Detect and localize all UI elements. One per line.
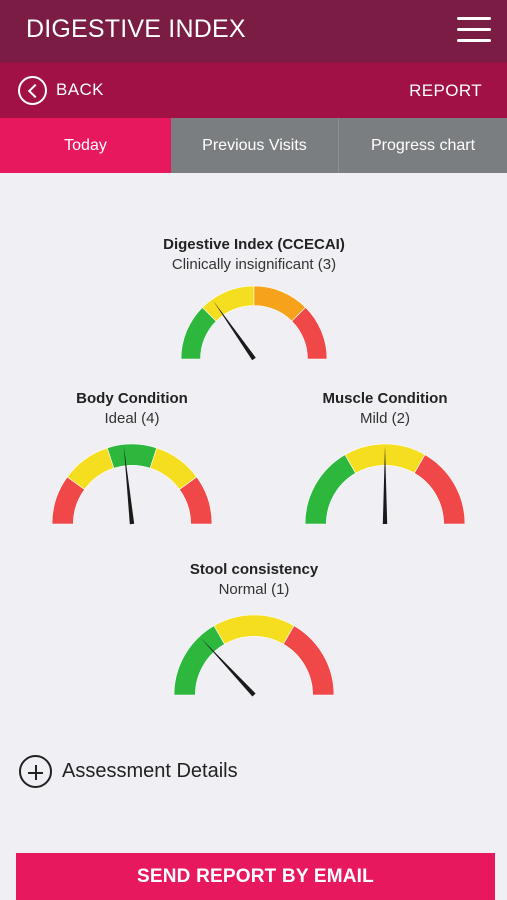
back-button[interactable]: BACK <box>18 75 104 105</box>
menu-line-icon <box>457 28 491 31</box>
stool-consistency-gauge-dial <box>173 614 335 697</box>
tab-today[interactable]: Today <box>0 118 171 173</box>
gauge-value: Mild (2) <box>359 410 410 427</box>
gauge-needle <box>213 300 256 361</box>
gauge-segment <box>213 614 295 645</box>
muscle-condition-gauge-dial <box>304 443 466 525</box>
gauge-title: Body Condition <box>76 390 188 407</box>
gauge-muscle-condition: Muscle Condition Mild (2) <box>285 390 485 528</box>
tab-bar: Today Previous Visits Progress chart <box>0 118 507 173</box>
gauge-segment <box>282 625 335 696</box>
digestive-gauge-dial <box>180 285 328 361</box>
send-report-email-button[interactable]: SEND REPORT BY EMAIL <box>16 853 495 900</box>
gauge-needle <box>200 637 256 697</box>
top-bar: DIGESTIVE INDEX <box>0 0 507 62</box>
menu-line-icon <box>457 17 491 20</box>
tab-previous-visits[interactable]: Previous Visits <box>171 118 339 173</box>
gauge-needle <box>123 446 135 525</box>
gauge-value: Ideal (4) <box>104 410 160 427</box>
gauge-body-condition: Body Condition Ideal (4) <box>32 390 232 528</box>
gauge-digestive-index: Digestive Index (CCECAI) Clinically insi… <box>104 236 404 363</box>
assessment-details-label: Assessment Details <box>62 760 238 782</box>
plus-circle-icon <box>19 755 52 788</box>
assessment-details-toggle[interactable]: Assessment Details <box>19 755 238 788</box>
gauge-segment <box>304 454 357 525</box>
gauge-title: Stool consistency <box>189 561 319 578</box>
gauge-segment <box>413 454 466 525</box>
back-arrow-icon <box>18 75 47 105</box>
gauge-segment <box>106 443 158 469</box>
nav-bar: BACK REPORT <box>0 62 507 118</box>
gauge-segment <box>173 625 226 696</box>
hamburger-menu-icon[interactable] <box>457 17 491 43</box>
report-button[interactable]: REPORT <box>409 81 482 100</box>
gauge-stool-consistency: Stool consistency Normal (1) <box>154 561 354 699</box>
menu-line-icon <box>457 39 491 42</box>
back-label: BACK <box>56 80 104 99</box>
gauge-needle <box>382 446 388 524</box>
gauge-value: Clinically insignificant (3) <box>171 256 337 273</box>
gauge-segment <box>291 306 328 360</box>
gauge-title: Digestive Index (CCECAI) <box>163 236 345 253</box>
app-title: DIGESTIVE INDEX <box>26 15 246 43</box>
gauge-title: Muscle Condition <box>322 390 448 407</box>
body-condition-gauge-dial <box>51 443 213 525</box>
gauge-segment <box>179 476 213 525</box>
tab-progress-chart[interactable]: Progress chart <box>339 118 507 173</box>
gauge-value: Normal (1) <box>218 581 290 598</box>
